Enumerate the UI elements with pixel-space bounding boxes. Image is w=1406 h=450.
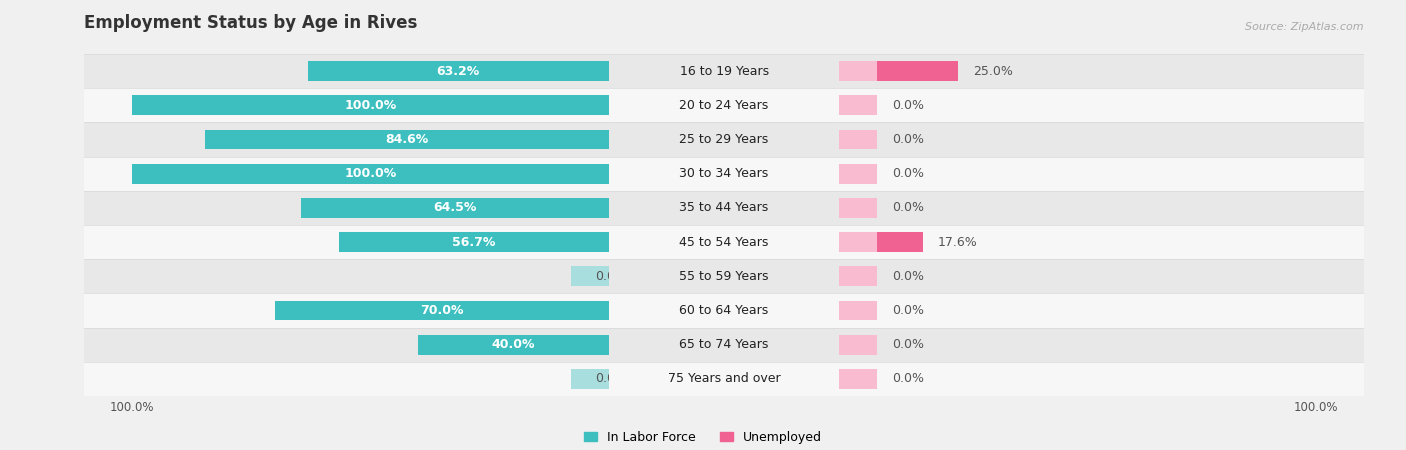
Bar <box>839 232 924 252</box>
Bar <box>84 362 609 396</box>
Bar <box>84 191 609 225</box>
Bar <box>276 301 609 320</box>
Text: 56.7%: 56.7% <box>453 236 495 248</box>
Text: 63.2%: 63.2% <box>437 65 479 77</box>
Bar <box>839 164 877 184</box>
Text: 75 Years and over: 75 Years and over <box>668 373 780 385</box>
Bar <box>609 157 839 191</box>
Text: 0.0%: 0.0% <box>891 99 924 112</box>
Text: 64.5%: 64.5% <box>433 202 477 214</box>
Bar <box>839 328 1364 362</box>
Bar <box>839 335 877 355</box>
Text: 16 to 19 Years: 16 to 19 Years <box>679 65 769 77</box>
Text: 0.0%: 0.0% <box>891 270 924 283</box>
Bar <box>839 301 877 320</box>
Bar <box>571 266 609 286</box>
Bar <box>609 191 839 225</box>
Text: 55 to 59 Years: 55 to 59 Years <box>679 270 769 283</box>
Bar <box>84 225 609 259</box>
Bar <box>84 259 609 293</box>
Bar <box>132 95 609 115</box>
Bar <box>308 61 609 81</box>
Text: 0.0%: 0.0% <box>891 133 924 146</box>
Bar <box>839 266 877 286</box>
Bar <box>839 122 1364 157</box>
Text: 0.0%: 0.0% <box>891 304 924 317</box>
Text: 84.6%: 84.6% <box>385 133 429 146</box>
Text: 100.0%: 100.0% <box>344 99 396 112</box>
Text: 0.0%: 0.0% <box>891 202 924 214</box>
Bar <box>84 293 609 328</box>
Text: Source: ZipAtlas.com: Source: ZipAtlas.com <box>1246 22 1364 32</box>
Text: Employment Status by Age in Rives: Employment Status by Age in Rives <box>84 14 418 32</box>
Text: 35 to 44 Years: 35 to 44 Years <box>679 202 769 214</box>
Text: 20 to 24 Years: 20 to 24 Years <box>679 99 769 112</box>
Bar <box>609 225 839 259</box>
Bar <box>609 54 839 88</box>
Bar <box>609 328 839 362</box>
Bar <box>339 232 609 252</box>
Text: 0.0%: 0.0% <box>891 373 924 385</box>
Bar <box>571 369 609 389</box>
Bar <box>84 328 609 362</box>
Bar <box>609 362 839 396</box>
Text: 70.0%: 70.0% <box>420 304 464 317</box>
Bar <box>839 225 1364 259</box>
Text: 17.6%: 17.6% <box>938 236 977 248</box>
Bar <box>839 369 877 389</box>
Bar <box>609 293 839 328</box>
Text: 45 to 54 Years: 45 to 54 Years <box>679 236 769 248</box>
Bar <box>839 191 1364 225</box>
Bar <box>609 88 839 122</box>
Bar <box>839 362 1364 396</box>
Bar <box>418 335 609 355</box>
Bar <box>84 54 609 88</box>
Text: 100.0%: 100.0% <box>344 167 396 180</box>
Bar <box>839 293 1364 328</box>
Text: 0.0%: 0.0% <box>595 373 627 385</box>
Bar <box>839 130 877 149</box>
Bar <box>839 198 877 218</box>
Bar <box>839 61 959 81</box>
Text: 40.0%: 40.0% <box>492 338 536 351</box>
Bar <box>609 122 839 157</box>
Bar <box>839 157 1364 191</box>
Bar <box>839 88 1364 122</box>
Bar <box>132 164 609 184</box>
Bar <box>839 54 1364 88</box>
Bar <box>839 61 877 81</box>
Text: 60 to 64 Years: 60 to 64 Years <box>679 304 769 317</box>
Bar <box>839 259 1364 293</box>
Text: 65 to 74 Years: 65 to 74 Years <box>679 338 769 351</box>
Text: 0.0%: 0.0% <box>891 338 924 351</box>
Text: 25 to 29 Years: 25 to 29 Years <box>679 133 769 146</box>
Bar <box>839 95 877 115</box>
Text: 25.0%: 25.0% <box>973 65 1012 77</box>
Bar <box>839 232 877 252</box>
Bar <box>84 157 609 191</box>
Legend: In Labor Force, Unemployed: In Labor Force, Unemployed <box>583 431 823 444</box>
Bar <box>84 122 609 157</box>
Text: 0.0%: 0.0% <box>891 167 924 180</box>
Text: 0.0%: 0.0% <box>595 270 627 283</box>
Bar <box>609 259 839 293</box>
Text: 30 to 34 Years: 30 to 34 Years <box>679 167 769 180</box>
Bar <box>205 130 609 149</box>
Bar <box>301 198 609 218</box>
Bar <box>84 88 609 122</box>
